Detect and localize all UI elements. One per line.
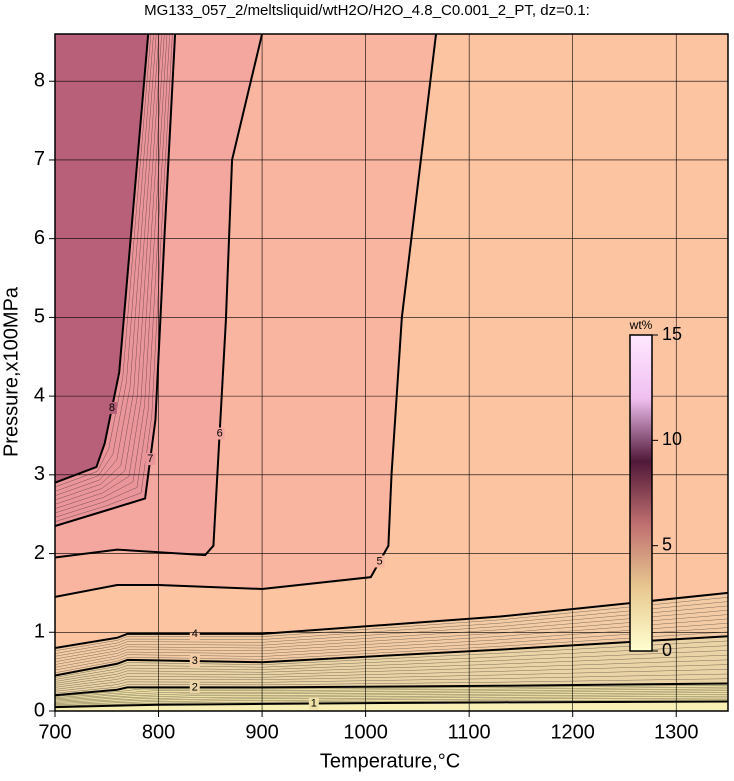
minor-contour — [55, 623, 728, 668]
x-tick-label: 700 — [38, 721, 71, 743]
y-tick-label: 5 — [34, 306, 45, 328]
minor-contour — [55, 614, 728, 662]
x-tick-label: 1100 — [448, 721, 491, 743]
minor-contour — [55, 34, 157, 496]
colorbar-tick-label: 10 — [662, 429, 682, 449]
minor-contour — [55, 34, 165, 509]
minor-contour — [55, 697, 728, 705]
minor-contour — [55, 605, 728, 657]
minor-contour — [55, 685, 728, 697]
x-tick-label: 800 — [142, 721, 175, 743]
contour-label-bg — [308, 697, 319, 710]
contour-label-bg — [145, 453, 156, 466]
minor-contour — [55, 690, 728, 701]
minor-contour — [55, 34, 168, 514]
contour-label-bg — [189, 681, 200, 694]
y-tick-label: 1 — [34, 621, 45, 643]
minor-contour — [55, 686, 728, 698]
minor-contour — [55, 650, 728, 682]
minor-contour — [55, 34, 154, 492]
colorbar-label: wt% — [629, 318, 653, 332]
colorbar-tick-label: 5 — [662, 534, 672, 554]
minor-contour — [55, 610, 728, 660]
minor-contour — [55, 699, 728, 707]
colorbar-tick-label: 0 — [662, 640, 672, 660]
minor-contour — [55, 688, 728, 699]
plot-frame — [54, 33, 729, 712]
minor-contour — [55, 654, 728, 684]
contour-label: 4 — [192, 628, 198, 640]
x-axis-label: Temperature,°C — [320, 750, 460, 772]
contour-label: 5 — [377, 555, 383, 567]
contour-label-bg — [189, 627, 200, 640]
contour-label: 1 — [311, 697, 317, 709]
minor-contour — [55, 659, 728, 686]
y-tick-label: 3 — [34, 463, 45, 485]
contour-label: 2 — [192, 681, 198, 693]
chart-title: MG133_057_2/meltsliquid/wtH2O/H2O_4.8_C0… — [144, 2, 590, 19]
x-tick-label: 1200 — [550, 721, 595, 743]
minor-contour — [55, 618, 728, 665]
contour-label-bg — [214, 427, 225, 440]
x-tick-label: 900 — [245, 721, 278, 743]
minor-contour — [55, 664, 728, 688]
plot-area: 1 2 3 4 5 6 7 8 — [55, 34, 728, 711]
minor-contour — [55, 34, 170, 518]
y-tick-label: 2 — [34, 542, 45, 564]
contour-label-bg — [106, 401, 117, 414]
contour-label-bg — [374, 555, 385, 568]
y-tick-label: 6 — [34, 227, 45, 249]
colorbar-tick-label: 15 — [662, 324, 682, 344]
x-tick-label: 1300 — [654, 721, 699, 743]
x-tick-label: 1000 — [343, 721, 388, 743]
contour-label: 8 — [109, 402, 115, 414]
contour-label: 7 — [147, 453, 153, 465]
contour-line — [55, 34, 438, 598]
y-tick-label: 4 — [34, 384, 45, 406]
y-axis-label: Pressure,x100MPa — [0, 286, 22, 457]
minor-contour — [55, 34, 160, 501]
contour-label: 6 — [217, 427, 223, 439]
contour-label-bg — [189, 655, 200, 668]
minor-contour — [55, 669, 728, 690]
minor-contour — [55, 692, 728, 702]
y-tick-label: 8 — [34, 70, 45, 92]
minor-contour — [55, 34, 162, 505]
contour-label: 3 — [192, 655, 198, 667]
contour-fill — [55, 34, 149, 483]
minor-contour — [55, 695, 728, 704]
colorbar — [629, 334, 653, 652]
minor-contour — [55, 694, 728, 703]
y-tick-label: 0 — [34, 699, 45, 721]
y-tick-label: 7 — [34, 148, 45, 170]
